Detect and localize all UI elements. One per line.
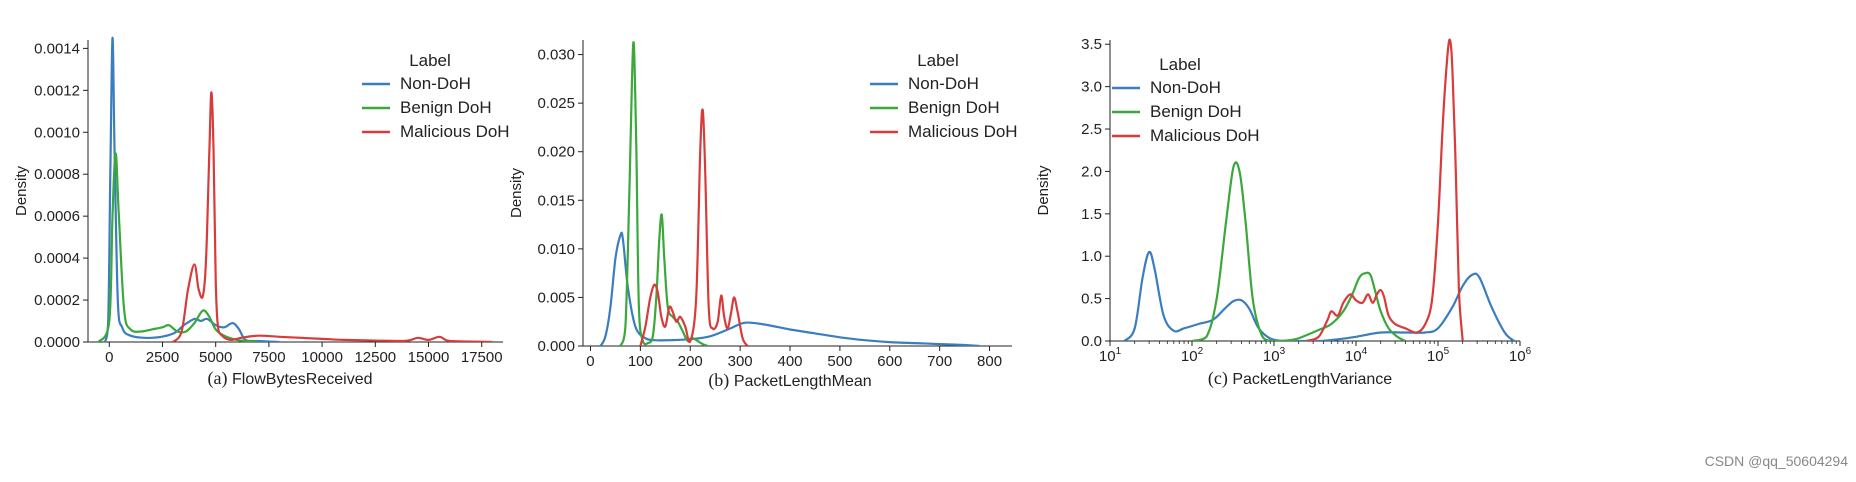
panel-caption-prefix: (a) <box>208 368 232 389</box>
legend-item: Malicious DoH <box>1150 126 1260 145</box>
x-tick-label: 102 <box>1181 346 1204 365</box>
series-line-malicious-doh <box>639 108 749 346</box>
legend-title: Label <box>1159 55 1201 74</box>
y-tick-label: 1.0 <box>1081 248 1102 265</box>
panel-caption-prefix: (b) <box>708 370 734 391</box>
x-tick-label: 10000 <box>301 349 343 366</box>
legend-item: Non-DoH <box>1150 78 1221 97</box>
series-line-non-doh <box>599 231 980 346</box>
x-tick-label: 104 <box>1345 346 1368 365</box>
y-tick-label: 0.0004 <box>34 250 80 267</box>
y-tick-label: 0.020 <box>537 144 575 161</box>
y-tick-label: 0.015 <box>537 192 575 209</box>
y-tick-label: 0.005 <box>537 289 575 306</box>
x-tick-label: 800 <box>977 353 1002 370</box>
x-tick-label: 0 <box>586 353 594 370</box>
x-tick-label: 600 <box>877 353 902 370</box>
legend-item: Benign DoH <box>908 98 1000 117</box>
y-axis-label: Density <box>13 165 30 216</box>
y-tick-label: 0.0014 <box>34 40 80 57</box>
x-tick-exponent: 5 <box>1444 346 1450 357</box>
x-tick-label: 7500 <box>252 349 285 366</box>
chart-panel-3: 0.0 0.5 1.0 1.5 2.0 2.5 3.0 3.5 101 102 103 104 105 1… <box>1035 36 1532 389</box>
legend-item: Malicious DoH <box>908 122 1018 141</box>
series-line-benign-doh <box>1191 161 1406 341</box>
x-tick-exponent: 1 <box>1116 346 1122 357</box>
y-tick-label: 3.5 <box>1081 36 1102 53</box>
x-tick-label: 200 <box>678 353 703 370</box>
y-tick-label: 0.0002 <box>34 292 80 309</box>
legend: Label Non-DoH Benign DoH Malicious DoH <box>870 51 1018 141</box>
x-axis-label: (b) PacketLengthMean <box>708 370 871 391</box>
y-tick-label: 0.5 <box>1081 291 1102 308</box>
legend-item: Non-DoH <box>908 74 979 93</box>
series-line-non-doh <box>1123 250 1515 341</box>
chart-panel-1: 0.0000 0.0002 0.0004 0.0006 0.0008 0.0010 0.00… <box>13 36 510 389</box>
y-tick-label: 0.0008 <box>34 166 80 183</box>
y-tick-label: 0.0000 <box>34 334 80 351</box>
panel-caption-prefix: (c) <box>1208 368 1232 389</box>
legend: Label Non-DoH Benign DoH Malicious DoH <box>362 51 510 141</box>
series-line-malicious-doh <box>1306 38 1464 341</box>
series-line-non-doh <box>103 36 280 342</box>
x-tick-label: 5000 <box>199 349 232 366</box>
legend-item: Benign DoH <box>1150 102 1242 121</box>
y-tick-label: 1.5 <box>1081 206 1102 223</box>
x-axis-label: (a) FlowBytesReceived <box>208 368 373 389</box>
y-tick-label: 0.0006 <box>34 208 80 225</box>
legend-item: Benign DoH <box>400 98 492 117</box>
x-tick-label: 400 <box>778 353 803 370</box>
x-axis-label-text: PacketLengthMean <box>734 373 872 390</box>
watermark: CSDN @qq_50604294 <box>1704 453 1848 469</box>
y-tick-label: 0.0 <box>1081 333 1102 350</box>
x-tick-label: 700 <box>927 353 952 370</box>
x-tick-label: 100 <box>628 353 653 370</box>
x-tick-label: 2500 <box>146 349 179 366</box>
y-tick-label: 2.0 <box>1081 163 1102 180</box>
y-tick-label: 3.0 <box>1081 79 1102 96</box>
y-tick-label: 2.5 <box>1081 121 1102 138</box>
x-axis-label-text: PacketLengthVariance <box>1232 371 1392 388</box>
x-tick-exponent: 3 <box>1280 346 1286 357</box>
y-tick-label: 0.010 <box>537 241 575 258</box>
series-line-malicious-doh <box>172 91 493 342</box>
x-tick-label: 300 <box>728 353 753 370</box>
y-tick-label: 0.0010 <box>34 124 80 141</box>
legend-title: Label <box>409 51 451 70</box>
chart-panel-2: 0.000 0.005 0.010 0.015 0.020 0.025 0.030 0 100 2… <box>508 40 1018 391</box>
x-tick-label: 12500 <box>354 349 396 366</box>
x-tick-exponent: 4 <box>1362 346 1368 357</box>
legend: Label Non-DoH Benign DoH Malicious DoH <box>1112 55 1260 145</box>
y-tick-label: 0.025 <box>537 95 575 112</box>
y-axis-label: Density <box>1035 165 1052 216</box>
y-tick-label: 0.030 <box>537 47 575 64</box>
x-tick-label: 17500 <box>461 349 503 366</box>
x-tick-label: 0 <box>105 349 113 366</box>
x-axis-label-text: FlowBytesReceived <box>232 371 373 388</box>
x-tick-label: 105 <box>1427 346 1450 365</box>
x-tick-exponent: 2 <box>1198 346 1204 357</box>
series-line-benign-doh <box>619 41 709 346</box>
x-tick-label: 103 <box>1263 346 1286 365</box>
legend-title: Label <box>917 51 959 70</box>
x-tick-label: 106 <box>1509 346 1532 365</box>
series-line-benign-doh <box>97 152 259 342</box>
x-tick-label: 15000 <box>408 349 450 366</box>
y-tick-label: 0.0012 <box>34 82 80 99</box>
y-axis-label: Density <box>508 167 525 218</box>
legend-item: Malicious DoH <box>400 122 510 141</box>
legend-item: Non-DoH <box>400 74 471 93</box>
x-tick-exponent: 6 <box>1526 346 1532 357</box>
x-axis-label: (c) PacketLengthVariance <box>1208 368 1392 389</box>
x-tick-label: 101 <box>1099 346 1122 365</box>
x-tick-label: 500 <box>827 353 852 370</box>
y-tick-label: 0.000 <box>537 338 575 355</box>
